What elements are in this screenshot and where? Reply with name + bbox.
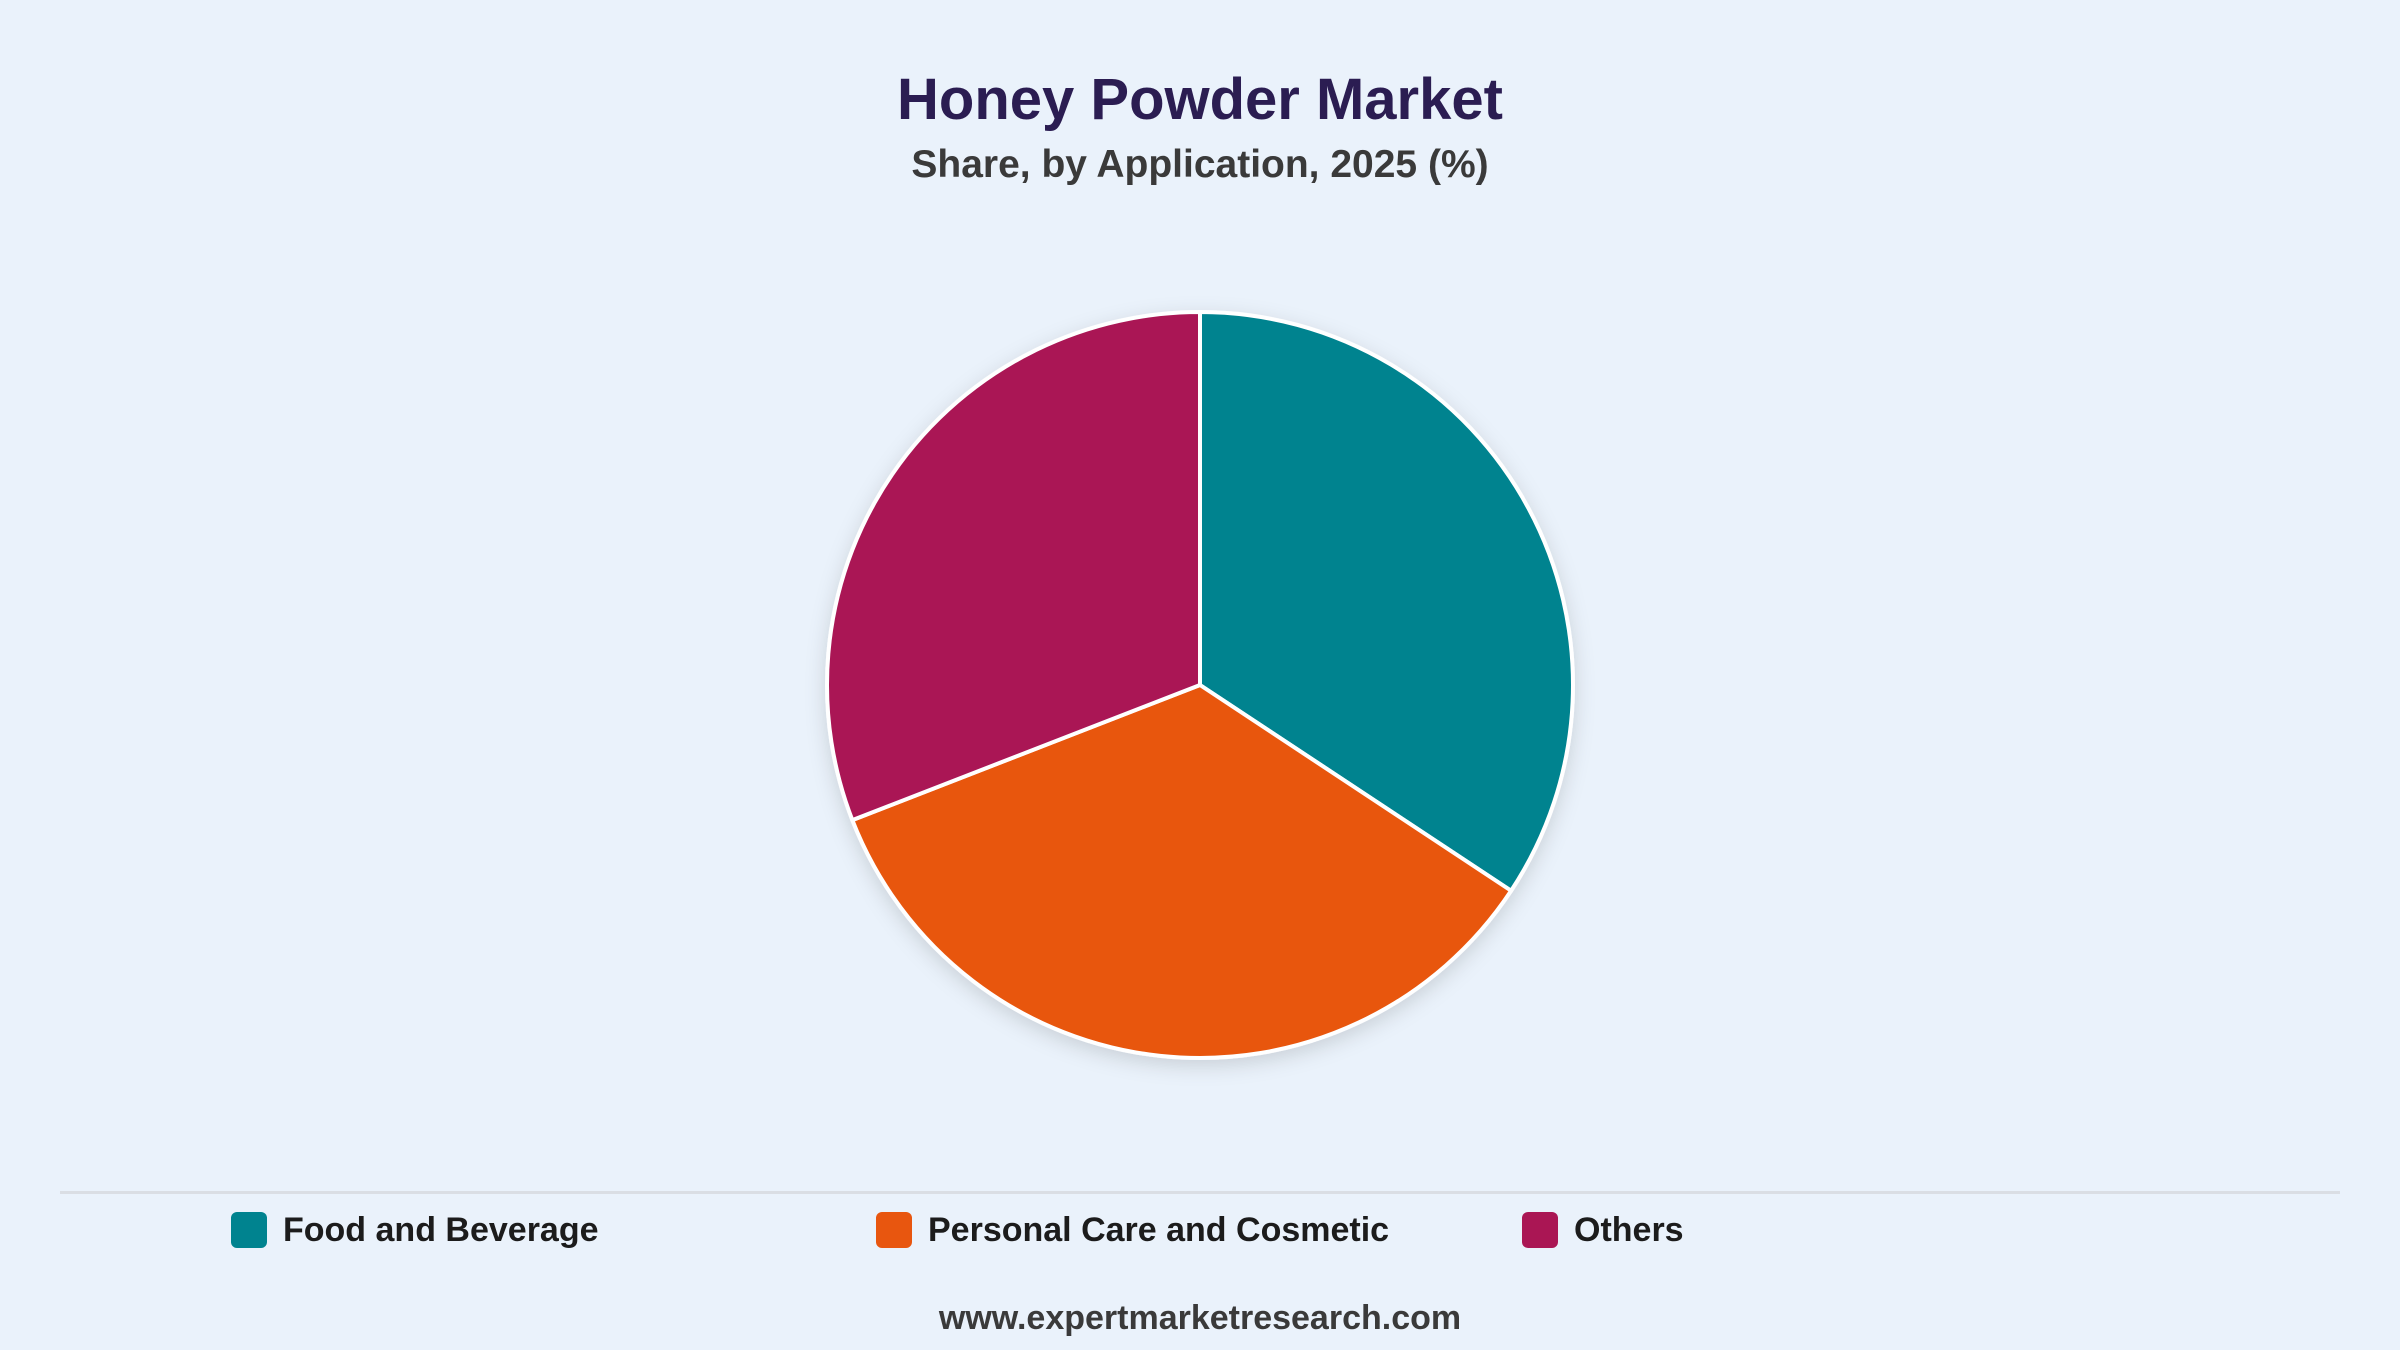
- legend-label-others: Others: [1574, 1210, 1684, 1249]
- chart-title: Honey Powder Market: [897, 67, 1503, 132]
- source-url: www.expertmarketresearch.com: [938, 1299, 1462, 1337]
- chart-subtitle: Share, by Application, 2025 (%): [911, 143, 1489, 186]
- pie-slice-others: [825, 310, 1202, 823]
- legend-label-personal-care-and-cosmetic: Personal Care and Cosmetic: [928, 1210, 1390, 1249]
- legend-divider: [60, 1191, 2340, 1194]
- legend-swatch-others: [1522, 1212, 1558, 1248]
- legend-item-food-and-beverage: Food and Beverage: [231, 1210, 599, 1250]
- legend-item-personal-care-and-cosmetic: Personal Care and Cosmetic: [876, 1210, 1389, 1250]
- legend-swatch-personal-care-and-cosmetic: [876, 1212, 912, 1248]
- legend-swatch-food-and-beverage: [231, 1212, 267, 1248]
- legend-label-food-and-beverage: Food and Beverage: [283, 1210, 599, 1249]
- pie-chart: [825, 310, 1575, 1060]
- pie-slice-personal-care-and-cosmetic: [850, 683, 1514, 1060]
- legend-item-others: Others: [1522, 1210, 1684, 1250]
